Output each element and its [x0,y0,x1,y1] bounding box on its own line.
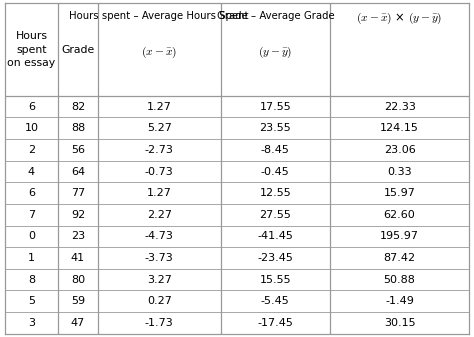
Text: 50.88: 50.88 [383,275,416,284]
Text: -17.45: -17.45 [257,318,293,328]
Text: 23: 23 [71,232,85,241]
Text: Hours spent – Average Hours Spent: Hours spent – Average Hours Spent [69,11,249,21]
Text: 87.42: 87.42 [383,253,416,263]
Text: -0.73: -0.73 [145,166,173,177]
Text: 2: 2 [28,145,35,155]
Text: 41: 41 [71,253,85,263]
Text: 12.55: 12.55 [259,188,291,198]
Text: -1.73: -1.73 [145,318,173,328]
Text: -41.45: -41.45 [257,232,293,241]
Text: 62.60: 62.60 [384,210,415,220]
Text: -3.73: -3.73 [145,253,173,263]
Text: 15.97: 15.97 [383,188,416,198]
Text: 15.55: 15.55 [259,275,291,284]
Text: 3.27: 3.27 [147,275,172,284]
Text: 88: 88 [71,123,85,133]
Text: 23.06: 23.06 [384,145,415,155]
Text: 1.27: 1.27 [147,102,172,112]
Text: 17.55: 17.55 [259,102,291,112]
Text: -2.73: -2.73 [145,145,173,155]
Text: $(x - \bar{x})$: $(x - \bar{x})$ [141,45,177,60]
Text: -4.73: -4.73 [145,232,173,241]
Text: 0.33: 0.33 [387,166,412,177]
Text: -0.45: -0.45 [261,166,290,177]
Text: 59: 59 [71,296,85,306]
Text: -23.45: -23.45 [257,253,293,263]
Text: -5.45: -5.45 [261,296,290,306]
Text: 124.15: 124.15 [380,123,419,133]
Text: 8: 8 [28,275,35,284]
Text: Grade – Average Grade: Grade – Average Grade [217,11,334,21]
Text: 23.55: 23.55 [259,123,291,133]
Text: 27.55: 27.55 [259,210,291,220]
Text: 5: 5 [28,296,35,306]
Text: 3: 3 [28,318,35,328]
Text: 82: 82 [71,102,85,112]
Text: 0.27: 0.27 [147,296,172,306]
Text: 64: 64 [71,166,85,177]
Text: $(x - \bar{x})$ × $(y - \bar{y})$: $(x - \bar{x})$ × $(y - \bar{y})$ [356,11,443,26]
Text: 80: 80 [71,275,85,284]
Text: 6: 6 [28,102,35,112]
Text: -8.45: -8.45 [261,145,290,155]
Text: 10: 10 [25,123,38,133]
Text: 5.27: 5.27 [147,123,172,133]
Text: 56: 56 [71,145,85,155]
Text: 1.27: 1.27 [147,188,172,198]
Text: 4: 4 [28,166,35,177]
Text: $(y - \bar{y})$: $(y - \bar{y})$ [258,45,292,60]
Text: 47: 47 [71,318,85,328]
Text: 195.97: 195.97 [380,232,419,241]
Text: 92: 92 [71,210,85,220]
Text: 1: 1 [28,253,35,263]
Text: 6: 6 [28,188,35,198]
Text: -1.49: -1.49 [385,296,414,306]
Text: Hours
spent
on essay: Hours spent on essay [8,31,55,68]
Text: 22.33: 22.33 [383,102,416,112]
Text: 0: 0 [28,232,35,241]
Text: 2.27: 2.27 [146,210,172,220]
Text: 77: 77 [71,188,85,198]
Text: Grade: Grade [61,44,94,55]
Text: 30.15: 30.15 [384,318,415,328]
Text: 7: 7 [28,210,35,220]
